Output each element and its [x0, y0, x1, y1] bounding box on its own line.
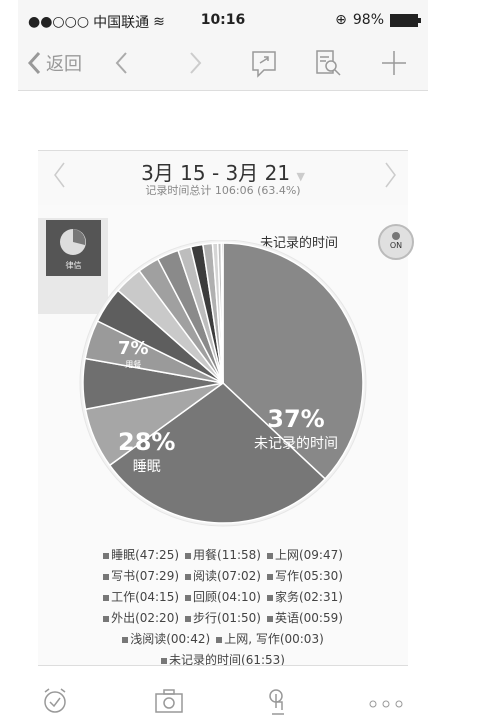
- pie-chart-tile: [46, 220, 101, 276]
- pie-label-name: 用餐: [125, 360, 142, 369]
- caret-down-icon: ▼: [296, 170, 305, 183]
- legend-item: 家务(02:31): [267, 587, 343, 608]
- legend-row: 工作(04:15) 回顾(04:10) 家务(02:31): [38, 587, 408, 608]
- camera-icon: [155, 689, 183, 713]
- legend-item: 外出(02:20): [103, 608, 179, 629]
- legend-item: 步行(01:50): [185, 608, 261, 629]
- clock: 10:16: [200, 12, 246, 28]
- battery-icon: [390, 13, 421, 27]
- carrier-label: 中国联通: [93, 15, 150, 31]
- chart-type-tile[interactable]: 律信: [38, 218, 108, 314]
- pie-label-name: 未记录的时间: [254, 436, 338, 452]
- add-button[interactable]: [380, 48, 408, 83]
- legend-item: 写作(05:30): [267, 566, 343, 587]
- total-recorded-time: 记录时间总计 106:06 (63.4%): [145, 184, 301, 197]
- unrecorded-toggle[interactable]: ON: [378, 224, 414, 260]
- prev-week-button[interactable]: [52, 161, 66, 196]
- status-bar: ●●○○○ 中国联通 ≋ 10:16 ⊕ 98%: [18, 0, 428, 40]
- legend-item: 英语(00:59): [267, 608, 343, 629]
- chevron-left-icon: [27, 51, 41, 75]
- tile-label: 律信: [65, 261, 82, 270]
- rotation-lock-icon: ⊕: [335, 12, 347, 28]
- prev-button[interactable]: [113, 50, 129, 81]
- legend-item: 阅读(07:02): [185, 566, 261, 587]
- legend-item: 上网, 写作(00:03): [216, 629, 324, 650]
- signal-icon: ●●○○○: [28, 14, 90, 30]
- week-range-label: 3月 15 - 3月 21: [141, 161, 291, 185]
- pie-slice[interactable]: [222, 242, 364, 480]
- pie-label-name: 睡眠: [132, 459, 161, 475]
- pie-chart: [79, 240, 367, 527]
- search-document-icon: [316, 50, 341, 76]
- back-button[interactable]: 返回: [26, 50, 82, 76]
- legend-item: 回顾(04:10): [185, 587, 261, 608]
- phone-screen: ●●○○○ 中国联通 ≋ 10:16 ⊕ 98% 返回: [18, 0, 428, 727]
- legend-item: 睡眠(47:25): [103, 545, 179, 566]
- legend-item: 浅阅读(00:42): [122, 629, 210, 650]
- pie-chart-icon: [60, 229, 86, 255]
- next-button[interactable]: [188, 50, 204, 81]
- legend-row: 睡眠(47:25) 用餐(11:58) 上网(09:47): [38, 545, 408, 566]
- pie-slice[interactable]: [220, 242, 224, 384]
- pie-label-unrecorded: 37% 未记录的时间: [254, 405, 338, 453]
- legend-item: 上网(09:47): [267, 545, 343, 566]
- legend-item: 未记录的时间(61:53): [161, 650, 285, 671]
- plus-icon: [382, 51, 406, 75]
- legend-item: 工作(04:15): [103, 587, 179, 608]
- share-icon: [252, 51, 276, 78]
- navigation-bar: 返回: [18, 40, 428, 91]
- legend-item: 写书(07:29): [103, 566, 179, 587]
- pie-label-percent: 28%: [118, 428, 176, 456]
- divider: [38, 665, 408, 666]
- battery-percent: 98%: [352, 12, 384, 28]
- back-label: 返回: [46, 54, 82, 75]
- chevron-right-icon: [190, 52, 202, 74]
- share-button[interactable]: [250, 48, 278, 83]
- pie-label-percent: 37%: [267, 405, 325, 433]
- more-dots-icon: [369, 700, 403, 708]
- wifi-icon: ≋: [153, 14, 165, 30]
- pie-label-sleep: 28% 睡眠: [118, 428, 175, 476]
- tab-camera[interactable]: [153, 686, 185, 720]
- pie-legend: 睡眠(47:25) 用餐(11:58) 上网(09:47) 写书(07:29) 阅读(0…: [38, 545, 408, 671]
- next-week-button[interactable]: [384, 161, 398, 196]
- alarm-clock-icon: [44, 688, 66, 713]
- pie-slice[interactable]: [108, 382, 327, 524]
- chevron-left-icon: [115, 52, 127, 74]
- legend-row: 外出(02:20) 步行(01:50) 英语(00:59): [38, 608, 408, 629]
- chevron-left-icon: [54, 162, 65, 188]
- hand-pointer-icon: [269, 689, 284, 715]
- tab-touch[interactable]: [263, 686, 293, 722]
- legend-item: 用餐(11:58): [185, 545, 261, 566]
- unrecorded-toggle-label: 未记录的时间: [260, 236, 339, 251]
- legend-row: 未记录的时间(61:53): [38, 650, 408, 671]
- legend-row: 写书(07:29) 阅读(07:02) 写作(05:30): [38, 566, 408, 587]
- legend-row: 浅阅读(00:42) 上网, 写作(00:03): [38, 629, 408, 650]
- chevron-right-icon: [385, 162, 396, 188]
- week-range[interactable]: 3月 15 - 3月 21 ▼: [38, 157, 408, 186]
- pie-label-percent: 7%: [118, 338, 149, 359]
- tab-more[interactable]: [368, 694, 404, 713]
- tab-bar: [18, 680, 428, 727]
- week-selector: 3月 15 - 3月 21 ▼ 记录时间总计 106:06 (63.4%): [38, 150, 408, 207]
- tab-alarm[interactable]: [40, 686, 70, 720]
- pie-label-meal: 7% 用餐: [118, 338, 149, 370]
- search-button[interactable]: [314, 48, 342, 83]
